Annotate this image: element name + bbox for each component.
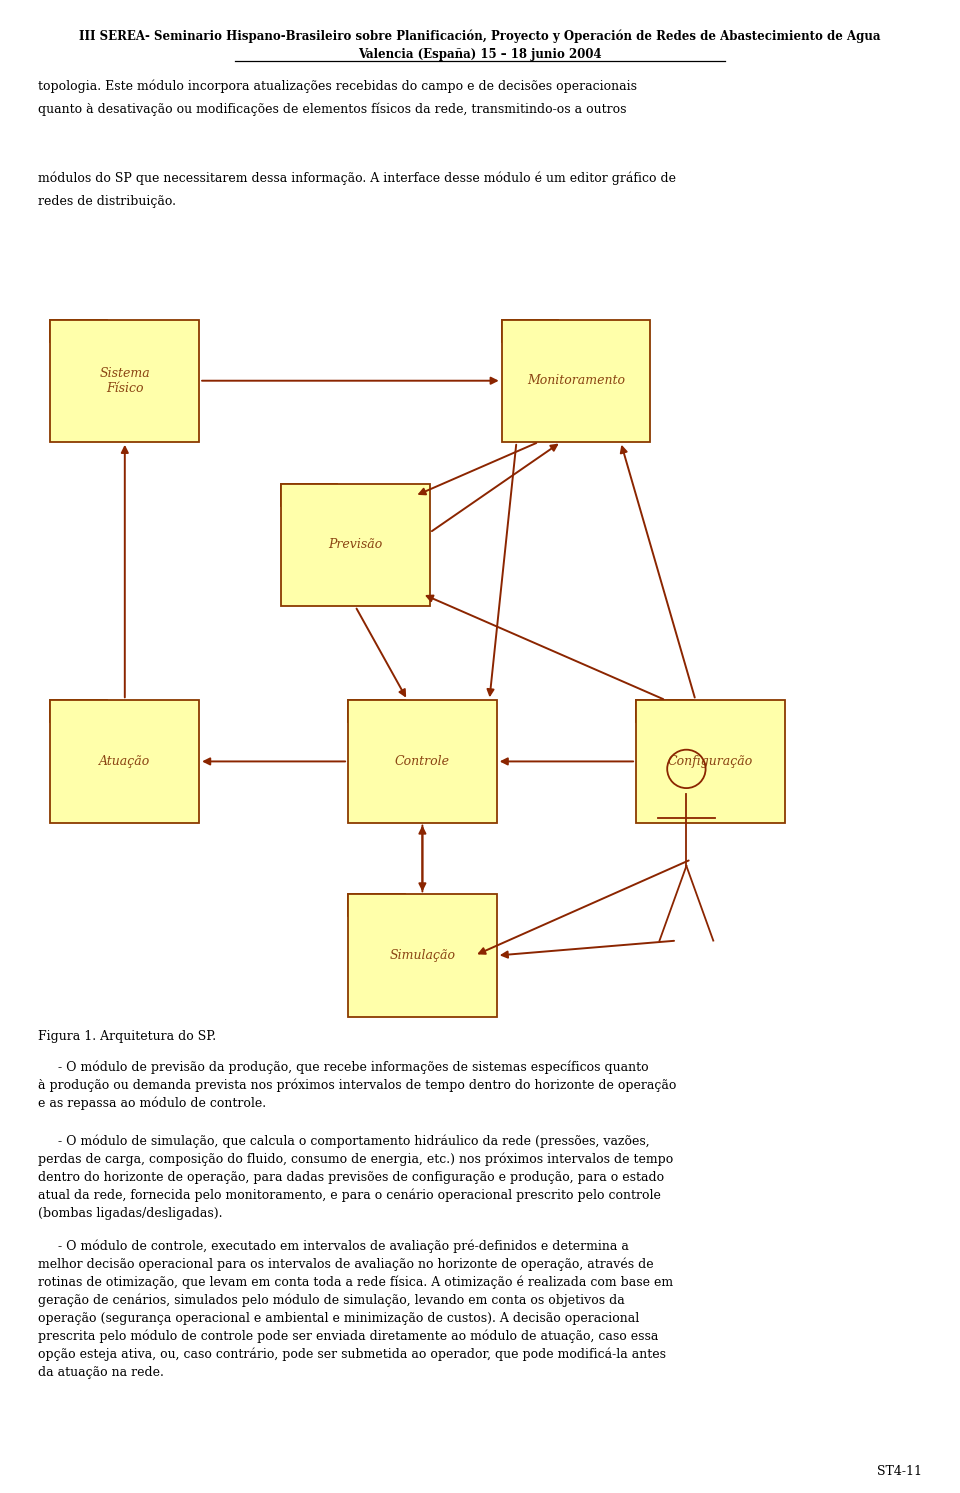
Text: III SEREA- Seminario Hispano-Brasileiro sobre Planificación, Proyecto y Operació: III SEREA- Seminario Hispano-Brasileiro … (80, 30, 880, 43)
Bar (280, 484, 337, 506)
Bar (348, 894, 497, 1017)
Text: ST4-11: ST4-11 (876, 1465, 922, 1478)
Bar (51, 320, 107, 342)
Bar (636, 700, 784, 823)
Bar (348, 700, 404, 723)
Text: topologia. Este módulo incorpora atualizações recebidas do campo e de decisões o: topologia. Este módulo incorpora atualiz… (38, 79, 637, 93)
Text: Sistema
Físico: Sistema Físico (100, 367, 150, 394)
Text: Valencia (España) 15 – 18 junio 2004: Valencia (España) 15 – 18 junio 2004 (358, 48, 602, 61)
Text: Simulação: Simulação (390, 950, 455, 961)
Text: Figura 1. Arquitetura do SP.: Figura 1. Arquitetura do SP. (38, 1030, 217, 1044)
Text: Atuação: Atuação (99, 755, 151, 767)
Bar (501, 320, 558, 342)
Text: Previsão: Previsão (328, 539, 382, 551)
Text: - O módulo de previsão da produção, que recebe informações de sistemas específic: - O módulo de previsão da produção, que … (38, 1060, 677, 1109)
Bar (51, 700, 200, 823)
Bar (51, 700, 107, 723)
Text: - O módulo de controle, executado em intervalos de avaliação pré-definidos e det: - O módulo de controle, executado em int… (38, 1239, 674, 1380)
Bar (348, 894, 404, 917)
Text: módulos do SP que necessitarem dessa informação. A interface desse módulo é um e: módulos do SP que necessitarem dessa inf… (38, 172, 677, 185)
Text: Monitoramento: Monitoramento (527, 375, 625, 387)
Text: Configuração: Configuração (668, 755, 753, 767)
Bar (636, 700, 692, 723)
Text: quanto à desativação ou modificações de elementos físicos da rede, transmitindo-: quanto à desativação ou modificações de … (38, 103, 627, 116)
Bar (51, 320, 200, 442)
Bar (501, 320, 651, 442)
Text: - O módulo de simulação, que calcula o comportamento hidráulico da rede (pressõe: - O módulo de simulação, que calcula o c… (38, 1135, 674, 1220)
Bar (348, 700, 497, 823)
Text: Controle: Controle (395, 755, 450, 767)
Text: redes de distribuição.: redes de distribuição. (38, 194, 177, 208)
Bar (280, 484, 429, 606)
